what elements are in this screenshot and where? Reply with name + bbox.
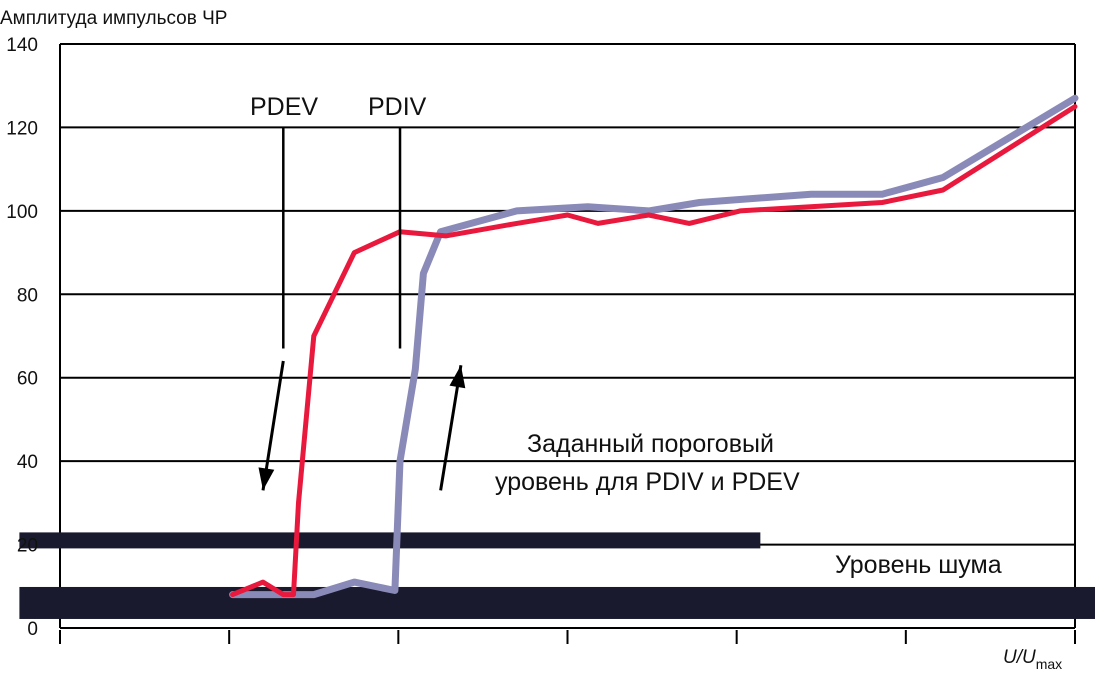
- y-tick-label-40: 40: [17, 452, 38, 473]
- x-axis-title-sub: max: [1036, 656, 1062, 672]
- y-axis-title: Амплитуда импульсов ЧР: [0, 8, 227, 29]
- noise-label: Уровень шума: [835, 551, 1002, 579]
- y-tick-label-0: 0: [27, 619, 38, 640]
- arrow-up-head: [449, 365, 466, 389]
- x-axis-title-main: U/U: [1003, 647, 1036, 668]
- threshold-band: [19, 532, 761, 549]
- threshold-label-line2: уровень для PDIV и PDEV: [495, 468, 800, 496]
- labels: 0 20 40 60 80 100 120 140: [6, 35, 38, 640]
- noise-band: [19, 586, 1095, 619]
- y-tick-label-100: 100: [6, 202, 38, 223]
- x-axis-title: U/Umax: [1003, 647, 1062, 672]
- axes: [59, 44, 1076, 644]
- bands: [19, 532, 1095, 619]
- y-tick-label-60: 60: [17, 369, 38, 390]
- y-tick-label-20: 20: [17, 536, 38, 557]
- arrow-down-head: [258, 467, 275, 491]
- y-tick-label-120: 120: [6, 118, 38, 139]
- threshold-label-line1: Заданный пороговый: [527, 430, 774, 458]
- y-tick-label-140: 140: [6, 35, 38, 56]
- series: [229, 94, 1079, 599]
- markers: [258, 127, 466, 491]
- y-tick-label-80: 80: [17, 285, 38, 306]
- series-falling-line: [230, 104, 1078, 598]
- pdiv-label: PDIV: [368, 93, 427, 121]
- pdev-label: PDEV: [250, 93, 318, 121]
- series-rising-line: [229, 94, 1079, 599]
